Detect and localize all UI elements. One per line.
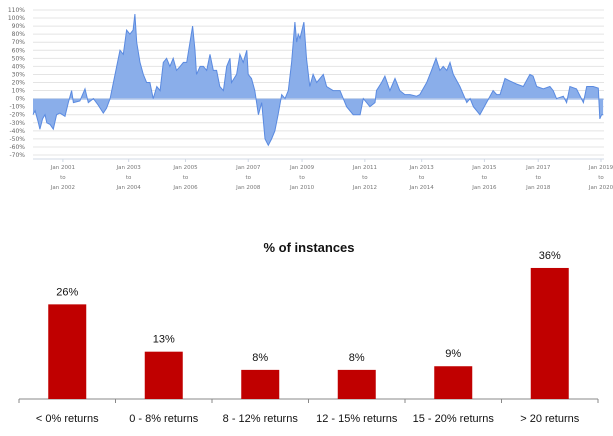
y-tick-label: 90% <box>12 23 26 30</box>
bar-value-label: 13% <box>153 334 175 346</box>
y-tick-label: 20% <box>12 80 26 87</box>
bar <box>434 366 473 399</box>
x-tick-label: Jan 2007 <box>235 165 261 171</box>
x-tick-label: to <box>482 175 488 181</box>
x-tick-label: to <box>598 175 604 181</box>
bar-value-label: 36% <box>539 250 561 262</box>
bar-value-label: 8% <box>349 352 365 364</box>
category-label: 12 - 15% returns <box>316 413 398 425</box>
y-tick-label: -30% <box>9 120 25 127</box>
bar <box>337 369 376 399</box>
category-label: 8 - 12% returns <box>223 413 299 425</box>
bar <box>241 369 280 399</box>
y-tick-label: -50% <box>9 136 25 143</box>
y-tick-label: -60% <box>9 144 25 151</box>
y-tick-label: 0% <box>15 96 25 103</box>
bar-value-label: 26% <box>56 286 78 298</box>
bar <box>530 267 569 399</box>
x-tick-label: Jan 2002 <box>50 185 75 191</box>
category-label: < 0% returns <box>36 413 99 425</box>
x-tick-label: to <box>299 175 305 181</box>
x-tick-label: Jan 2008 <box>235 185 261 191</box>
y-tick-label: 40% <box>12 63 26 70</box>
x-tick-label: to <box>245 175 251 181</box>
y-tick-label: 60% <box>12 47 26 54</box>
x-tick-label: Jan 2010 <box>289 185 315 191</box>
y-tick-label: -70% <box>9 152 25 159</box>
x-tick-label: Jan 2014 <box>409 185 435 191</box>
x-tick-label: Jan 2003 <box>116 165 142 171</box>
y-tick-label: -20% <box>9 112 25 119</box>
y-tick-label: 110% <box>8 7 25 14</box>
x-tick-label: Jan 2011 <box>352 165 377 171</box>
y-tick-label: 100% <box>8 15 25 22</box>
bar <box>144 351 183 399</box>
x-tick-label: Jan 2009 <box>289 165 315 171</box>
x-tick-label: Jan 2012 <box>352 185 377 191</box>
x-tick-label: Jan 2016 <box>471 185 497 191</box>
y-tick-label: 70% <box>12 39 26 46</box>
x-tick-label: Jan 2006 <box>172 185 198 191</box>
y-tick-label: 80% <box>12 31 26 38</box>
x-tick-label: Jan 2018 <box>525 185 551 191</box>
x-tick-label: Jan 2001 <box>50 165 75 171</box>
x-tick-label: to <box>419 175 425 181</box>
rolling-returns-area-chart: 110%100%90%80%70%60%50%40%30% 20%10%0%-10… <box>8 7 613 191</box>
x-tick-label: to <box>126 175 132 181</box>
x-tick-label: Jan 2005 <box>172 165 198 171</box>
category-label: 15 - 20% returns <box>413 413 495 425</box>
returns-distribution-bar-chart: % of instances 26% < 0% returns 13% 0 - 8% … <box>18 240 599 425</box>
x-tick-label: to <box>183 175 189 181</box>
x-tick-label: to <box>362 175 368 181</box>
y-tick-label: -40% <box>9 128 25 135</box>
x-tick-label: Jan 2020 <box>588 185 613 191</box>
y-tick-label: 50% <box>12 55 26 62</box>
y-tick-label: 10% <box>12 88 26 95</box>
category-label: 0 - 8% returns <box>129 413 199 425</box>
bar-value-label: 8% <box>252 352 268 364</box>
x-tick-label: Jan 2019 <box>588 165 613 171</box>
x-tick-label: to <box>60 175 66 181</box>
y-tick-label: -10% <box>9 104 25 111</box>
bar <box>48 304 87 399</box>
x-tick-label: Jan 2013 <box>409 165 435 171</box>
bar-value-label: 9% <box>445 348 461 360</box>
y-tick-label: 30% <box>12 71 26 78</box>
category-label: > 20 returns <box>520 413 580 425</box>
x-tick-label: Jan 2015 <box>471 165 497 171</box>
x-tick-label: Jan 2004 <box>116 185 142 191</box>
x-tick-label: to <box>535 175 541 181</box>
x-tick-label: Jan 2017 <box>525 165 551 171</box>
bar-chart-title: % of instances <box>263 240 354 255</box>
